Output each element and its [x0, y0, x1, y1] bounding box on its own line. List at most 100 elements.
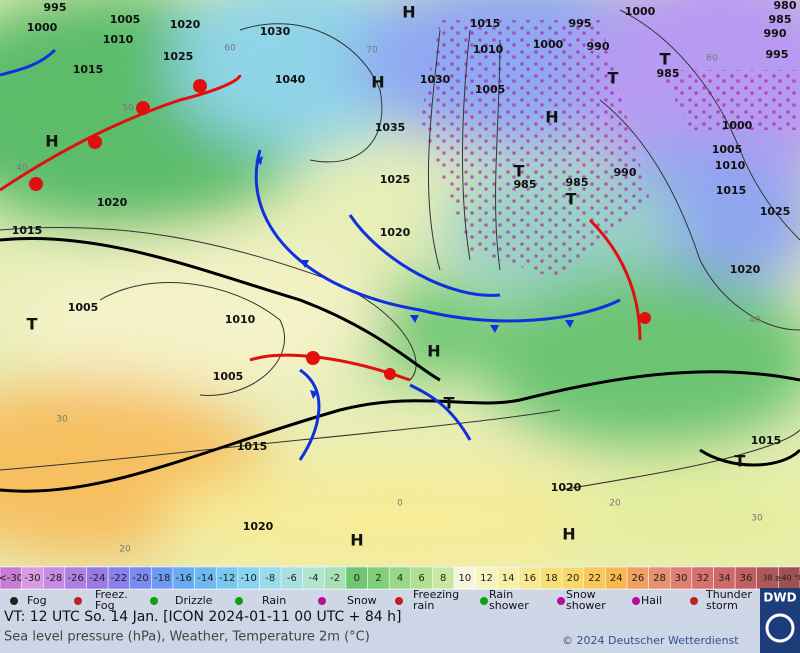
grid-label: 0 [397, 499, 403, 509]
isobar-label: 1015 [470, 17, 501, 30]
scale-label: 8 [440, 573, 446, 584]
isobar-label: 1010 [103, 33, 134, 46]
grid-label: 70 [366, 46, 378, 56]
isobar-label: 1015 [237, 440, 268, 453]
pressure-center: T [608, 69, 619, 88]
isobar-label: 1020 [170, 18, 201, 31]
grid-label: 20 [609, 499, 621, 509]
scale-label: -8 [265, 573, 275, 584]
isobar-label: 990 [587, 40, 610, 53]
grid-label: 60 [224, 44, 236, 54]
scale-label: -30 [24, 573, 40, 584]
legend-label: Fog [27, 594, 47, 607]
isobar-label: 990 [764, 27, 787, 40]
grid-label: 30 [56, 415, 68, 425]
scale-label: 36 [740, 573, 753, 584]
legend-icon [690, 597, 698, 605]
legend-label: Thunder [705, 588, 752, 601]
grid-label: 40 [16, 164, 28, 174]
grid-label: 40 [749, 316, 761, 326]
isobar-label: 1010 [225, 313, 256, 326]
scale-label: 4 [397, 573, 403, 584]
isobar-label: 985 [769, 13, 792, 26]
scale-label: -2 [330, 573, 340, 584]
legend-label: Snow [566, 588, 596, 601]
copyright: © 2024 Deutscher Wetterdienst [562, 634, 739, 647]
isobar-label: 1005 [213, 370, 244, 383]
scale-label: -28 [46, 573, 62, 584]
isobar-label: 1005 [68, 301, 99, 314]
isobar-label: 1030 [420, 73, 451, 86]
isobar-label: 995 [44, 1, 67, 14]
isobar-label: 1015 [751, 434, 782, 447]
isobar-label: 1020 [380, 226, 411, 239]
scale-label: 18 [545, 573, 558, 584]
isobar-label: 1000 [625, 5, 656, 18]
scale-label: -6 [287, 573, 297, 584]
isobar-label: 1025 [380, 173, 411, 186]
isobar-label: 1020 [551, 481, 582, 494]
scale-label: 38 [762, 574, 772, 583]
isobar-label: 985 [657, 67, 680, 80]
legend-icon [235, 597, 243, 605]
isobar-label: 985 [566, 176, 589, 189]
legend-icon [557, 597, 565, 605]
scale-label: 14 [502, 573, 515, 584]
isobar-label: 995 [569, 17, 592, 30]
isobar-label: 990 [614, 166, 637, 179]
scale-label: <-30 [0, 573, 23, 584]
grid-label: 60 [706, 54, 718, 64]
map-area [0, 0, 800, 566]
scale-label: 24 [610, 573, 623, 584]
pressure-center: H [562, 525, 575, 544]
isobar-label: 1000 [27, 21, 58, 34]
scale-label: 30 [675, 573, 688, 584]
legend-label: rain [413, 599, 434, 612]
scale-label: -16 [176, 573, 192, 584]
legend-label: shower [566, 599, 606, 612]
pressure-center: T [514, 162, 525, 181]
isobar-label: 985 [514, 178, 537, 191]
isobar-label: 1000 [722, 119, 753, 132]
isobar-label: 1010 [473, 43, 504, 56]
scale-label: 28 [653, 573, 666, 584]
logo-icon [765, 613, 795, 643]
isobar-label: 1015 [716, 184, 747, 197]
legend-label: storm [706, 599, 738, 612]
isobar-label: 1005 [110, 13, 141, 26]
scale-label: -12 [219, 573, 235, 584]
pressure-center: H [350, 531, 363, 550]
scale-label: -18 [154, 573, 170, 584]
scale-label: 26 [631, 573, 644, 584]
isobar-label: 1030 [260, 25, 291, 38]
legend-label: Hail [641, 594, 662, 607]
pressure-center: H [427, 342, 440, 361]
isobar-label: 1010 [715, 159, 746, 172]
isobar-label: 1025 [760, 205, 791, 218]
pressure-center: H [545, 108, 558, 127]
scale-label: -4 [309, 573, 319, 584]
isobar-label: 1005 [712, 143, 743, 156]
isobar-label: 1035 [375, 121, 406, 134]
pressure-center: T [566, 190, 577, 209]
scale-label: 22 [588, 573, 601, 584]
isobar-label: 995 [766, 48, 789, 61]
isobar-label: 1000 [533, 38, 564, 51]
pressure-center: T [27, 315, 38, 334]
scale-label: -24 [89, 573, 105, 584]
legend-label: shower [489, 599, 529, 612]
isobar-label: 1020 [730, 263, 761, 276]
isobar-label: 980 [774, 0, 797, 12]
scale-label: -22 [111, 573, 127, 584]
legend-icon [10, 597, 18, 605]
isobar-label: 1025 [163, 50, 194, 63]
scale-label: 2 [375, 573, 381, 584]
legend-icon [318, 597, 326, 605]
logo-text: DWD [763, 591, 796, 605]
pressure-center: H [45, 132, 58, 151]
legend-label: Rain [262, 594, 286, 607]
legend-icon [74, 597, 82, 605]
pressure-center: T [735, 452, 746, 471]
scale-label: -20 [132, 573, 148, 584]
isobar-label: 1015 [12, 224, 43, 237]
